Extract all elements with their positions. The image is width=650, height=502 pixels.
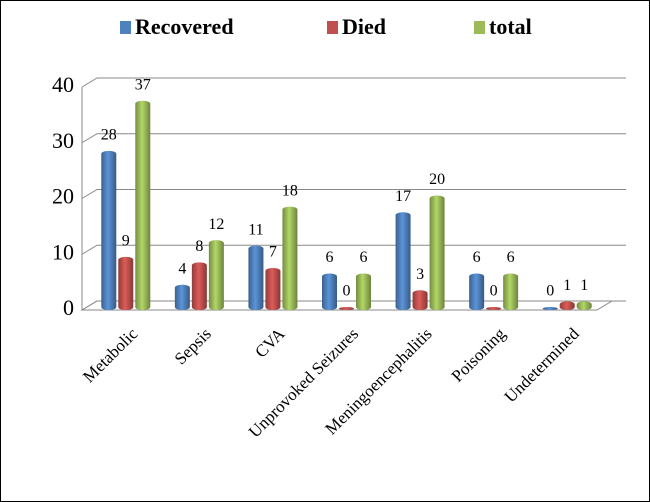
bar — [265, 267, 281, 310]
value-label: 37 — [135, 76, 151, 93]
y-tick-label: 10 — [52, 239, 74, 264]
bar — [282, 206, 298, 310]
grid-line — [81, 77, 626, 88]
legend-label: Died — [342, 14, 386, 39]
bar — [542, 307, 558, 310]
bar — [559, 301, 575, 310]
bar — [322, 273, 337, 310]
value-label: 1 — [580, 277, 588, 294]
value-label: 3 — [416, 266, 424, 283]
value-label: 4 — [178, 260, 186, 277]
bar — [486, 307, 502, 310]
legend-label: Recovered — [135, 14, 234, 39]
bar — [576, 301, 592, 310]
bar — [412, 290, 428, 310]
legend-label: total — [489, 14, 532, 39]
grid-line — [81, 133, 626, 144]
y-tick-label: 0 — [63, 295, 74, 320]
value-label: 1 — [563, 277, 571, 294]
bar — [429, 195, 445, 310]
bar — [469, 273, 485, 310]
grid-line — [81, 244, 626, 255]
grid-line — [81, 300, 626, 311]
bar — [135, 100, 151, 310]
value-label: 18 — [282, 182, 298, 199]
value-label: 0 — [546, 283, 554, 300]
value-label: 6 — [473, 249, 481, 266]
bar — [356, 273, 371, 310]
bar — [118, 256, 134, 310]
y-tick-label: 20 — [52, 184, 74, 209]
value-label: 9 — [122, 232, 130, 249]
legend-swatch — [327, 21, 338, 34]
value-label: 7 — [269, 244, 277, 261]
grid-line — [81, 189, 626, 199]
value-label: 0 — [343, 283, 351, 300]
bar — [101, 150, 117, 310]
y-tick-label: 30 — [52, 128, 74, 153]
bar — [339, 307, 354, 310]
value-label: 6 — [507, 249, 515, 266]
bar — [503, 273, 519, 310]
value-label: 11 — [248, 221, 263, 238]
legend-swatch — [474, 21, 485, 34]
value-label: 0 — [490, 283, 498, 300]
y-tick-label: 40 — [52, 72, 74, 97]
value-label: 20 — [429, 171, 445, 188]
legend-swatch — [120, 21, 131, 34]
bar — [248, 245, 264, 310]
bar — [208, 240, 224, 310]
bar — [395, 212, 411, 310]
value-label: 6 — [360, 249, 368, 266]
bar — [174, 284, 190, 310]
bar — [191, 262, 207, 310]
value-label: 28 — [101, 127, 117, 144]
value-label: 12 — [208, 216, 224, 233]
value-label: 17 — [395, 188, 411, 205]
value-label: 8 — [195, 238, 203, 255]
value-label: 6 — [326, 249, 334, 266]
